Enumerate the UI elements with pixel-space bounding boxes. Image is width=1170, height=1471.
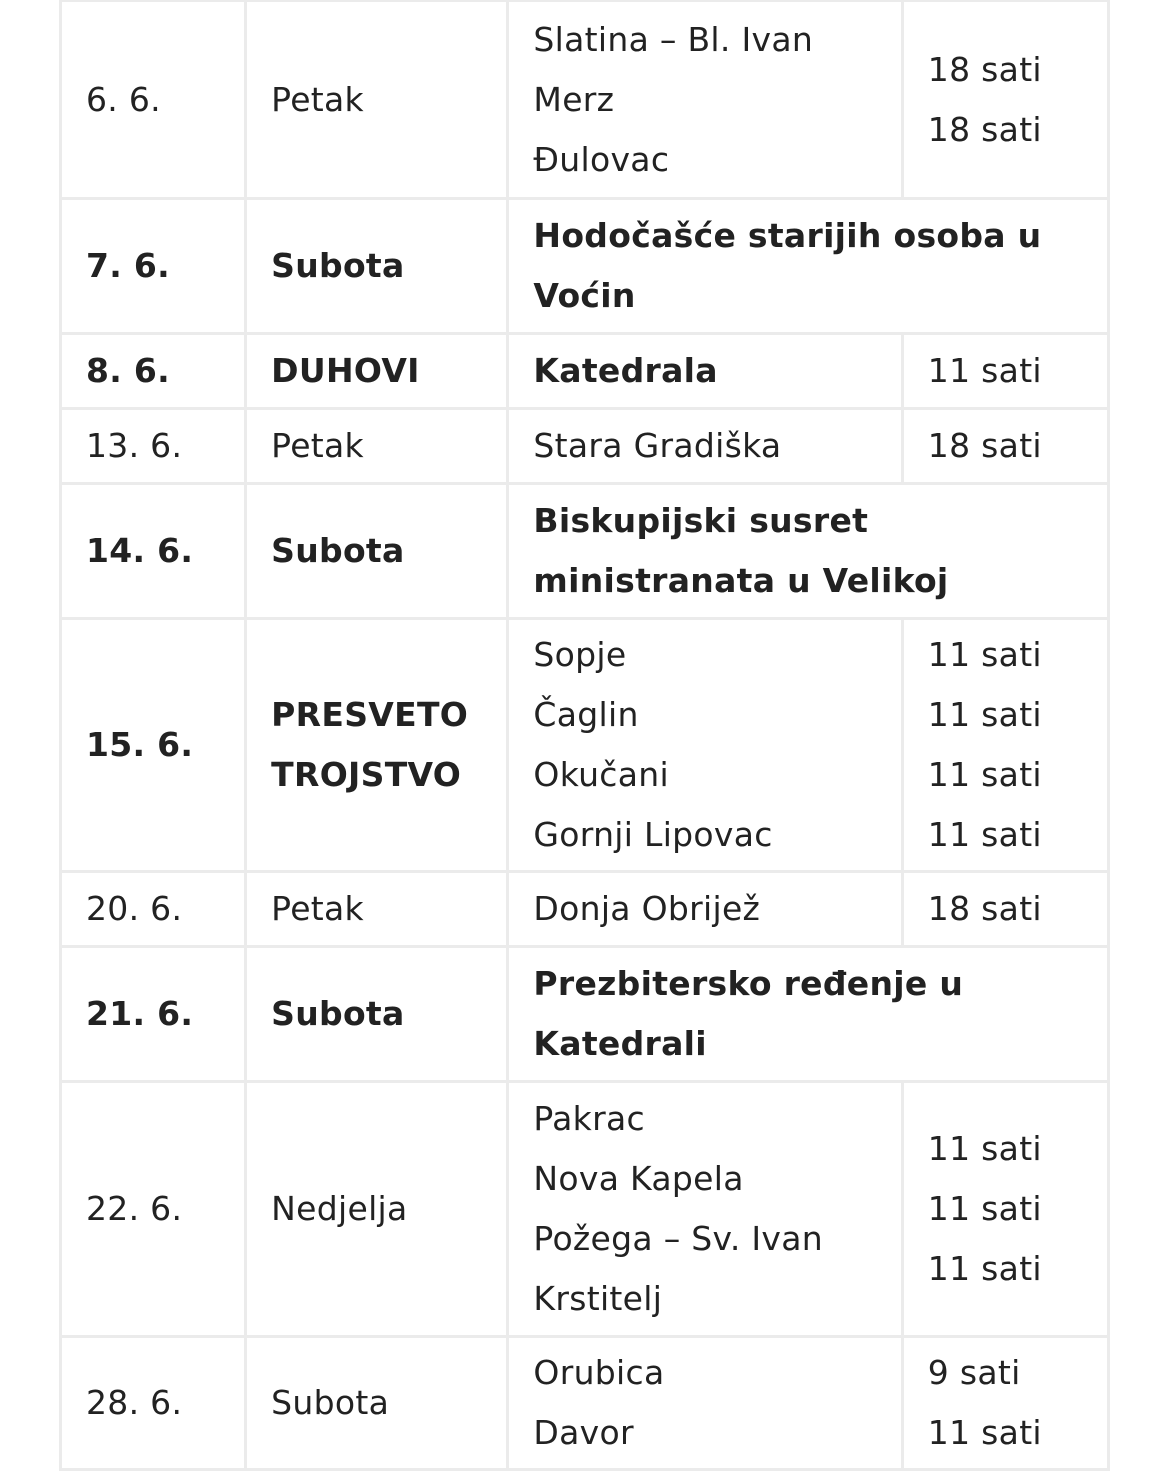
date-cell: 7. 6.: [62, 200, 245, 332]
times-cell: 11 sati: [903, 335, 1107, 407]
time-value: 11 sati: [927, 1249, 1042, 1288]
table-row: 7. 6. Subota Hodočašće starijih osoba u Vo…: [62, 200, 1107, 332]
table-row: 22. 6. Nedjelja Pakrac Nova Kapela Požega – …: [62, 1083, 1107, 1335]
places-cell: Pakrac Nova Kapela Požega – Sv. Ivan Krstit…: [509, 1083, 901, 1335]
event-cell: Prezbitersko ređenje u Katedrali: [509, 948, 1107, 1080]
time-value: 18 sati: [927, 426, 1042, 465]
place-name: Đulovac: [533, 139, 670, 179]
place-name: Nova Kapela: [533, 1159, 744, 1198]
times-cell: 18 sati 18 sati: [903, 2, 1107, 197]
places-cell: Slatina – Bl. Ivan Merz Đulovac: [509, 2, 901, 197]
places-cell: Sopje Čaglin Okučani Gornji Lipovac: [509, 620, 901, 870]
times-cell: 18 sati: [903, 410, 1107, 482]
date-cell: 28. 6.: [62, 1338, 245, 1468]
times-cell: 11 sati 11 sati 11 sati: [903, 1083, 1107, 1335]
date-cell: 15. 6.: [62, 620, 245, 870]
time-value: 11 sati: [927, 351, 1042, 390]
event-cell: Biskupijski susret ministranata u Veliko…: [509, 485, 1107, 617]
date-cell: 14. 6.: [62, 485, 245, 617]
place-name: Stara Gradiška: [533, 426, 782, 465]
day-cell: Nedjelja: [247, 1083, 507, 1335]
day-cell: PRESVETO TROJSTVO: [247, 620, 507, 870]
day-cell: Subota: [247, 948, 507, 1080]
places-cell: Orubica Davor: [509, 1338, 901, 1468]
table-row: 21. 6. Subota Prezbitersko ređenje u Kated…: [62, 948, 1107, 1080]
time-value: 11 sati: [927, 815, 1042, 854]
places-cell: Donja Obrijež: [509, 873, 901, 945]
time-value: 11 sati: [927, 755, 1042, 794]
table-row: 15. 6. PRESVETO TROJSTVO Sopje Čaglin Okučan…: [62, 620, 1107, 870]
place-name: Gornji Lipovac: [533, 815, 773, 854]
times-cell: 9 sati 11 sati: [903, 1338, 1107, 1468]
place-name: Slatina – Bl. Ivan: [533, 19, 814, 59]
places-cell: Stara Gradiška: [509, 410, 901, 482]
schedule-table: 6. 6. Petak Slatina – Bl. Ivan Merz Đulovac 1…: [59, 0, 1110, 1471]
table-row: 28. 6. Subota Orubica Davor 9 sati 11 sati: [62, 1338, 1107, 1468]
day-cell: Subota: [247, 485, 507, 617]
place-name: Okučani: [533, 755, 669, 794]
day-cell: Subota: [247, 200, 507, 332]
day-cell: Petak: [247, 873, 507, 945]
date-cell: 13. 6.: [62, 410, 245, 482]
place-name: Sopje: [533, 635, 627, 674]
place-name: Merz: [533, 79, 615, 119]
time-value: 11 sati: [927, 635, 1042, 674]
place-name: Požega – Sv. Ivan: [533, 1219, 824, 1258]
times-cell: 18 sati: [903, 873, 1107, 945]
time-value: 11 sati: [927, 695, 1042, 734]
place-name: Orubica: [533, 1353, 665, 1392]
time-value: 9 sati: [927, 1353, 1021, 1392]
day-cell: Petak: [247, 410, 507, 482]
place-name: Donja Obrijež: [533, 889, 761, 928]
place-name: Katedrala: [533, 351, 718, 390]
day-cell: Petak: [247, 2, 507, 197]
place-name: Davor: [533, 1413, 634, 1452]
time-value: 11 sati: [927, 1189, 1042, 1228]
date-cell: 6. 6.: [62, 2, 245, 197]
date-cell: 21. 6.: [62, 948, 245, 1080]
date-cell: 20. 6.: [62, 873, 245, 945]
date-cell: 8. 6.: [62, 335, 245, 407]
time-value: 11 sati: [927, 1129, 1042, 1168]
event-cell: Hodočašće starijih osoba u Voćin: [509, 200, 1107, 332]
place-name: Pakrac: [533, 1099, 645, 1138]
time-value: 18 sati: [927, 889, 1042, 928]
table-row: 8. 6. DUHOVI Katedrala 11 sati: [62, 335, 1107, 407]
table-row: 6. 6. Petak Slatina – Bl. Ivan Merz Đulovac 1…: [62, 2, 1107, 197]
table-row: 20. 6. Petak Donja Obrijež 18 sati: [62, 873, 1107, 945]
time-value: 18 sati: [927, 109, 1042, 149]
table-row: 14. 6. Subota Biskupijski susret ministran…: [62, 485, 1107, 617]
day-cell: Subota: [247, 1338, 507, 1468]
times-cell: 11 sati 11 sati 11 sati 11 sati: [903, 620, 1107, 870]
table-row: 13. 6. Petak Stara Gradiška 18 sati: [62, 410, 1107, 482]
date-cell: 22. 6.: [62, 1083, 245, 1335]
schedule-body: 6. 6. Petak Slatina – Bl. Ivan Merz Đulovac 1…: [62, 2, 1107, 1468]
time-value: 11 sati: [927, 1413, 1042, 1452]
day-cell: DUHOVI: [247, 335, 507, 407]
place-name: Krstitelj: [533, 1279, 663, 1318]
places-cell: Katedrala: [509, 335, 901, 407]
place-name: Čaglin: [533, 695, 639, 734]
time-value: 18 sati: [927, 49, 1042, 89]
